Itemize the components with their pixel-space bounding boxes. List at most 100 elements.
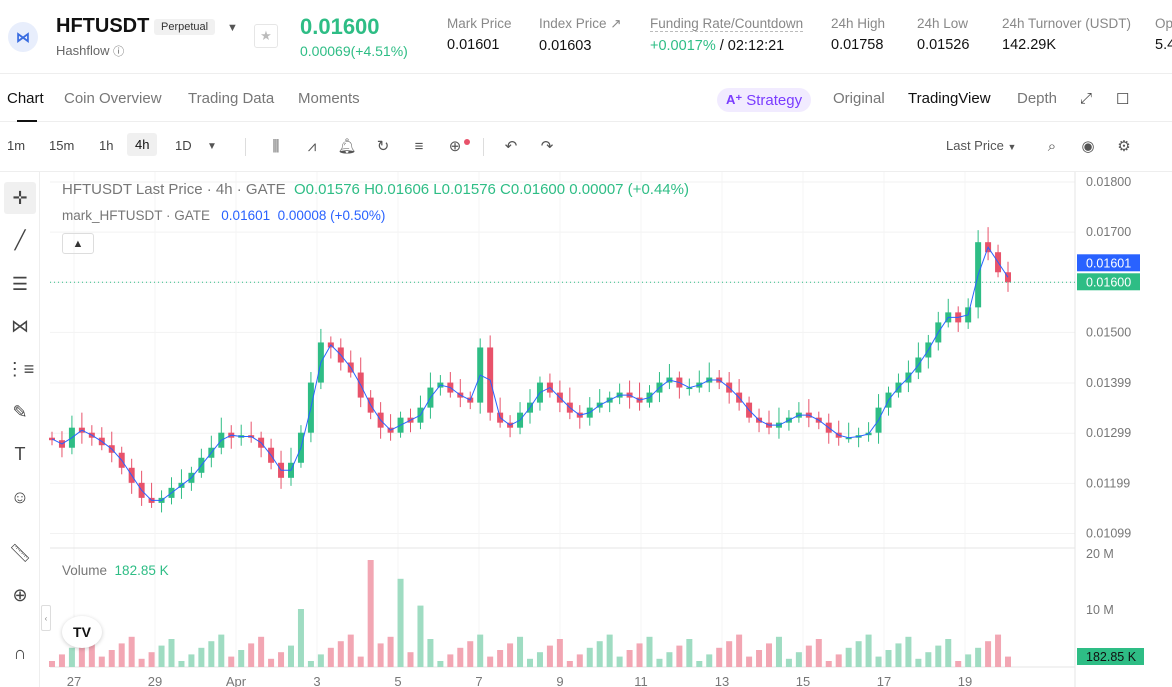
tab-depth[interactable]: Depth [1017,90,1058,107]
tradingview-logo-icon[interactable]: TV [62,616,102,648]
pattern-icon[interactable]: ⋈ [11,315,29,336]
volume-bar [337,641,344,667]
time-axis-label: 29 [148,674,162,687]
fullscreen-icon[interactable]: ⤢ [1080,90,1093,107]
ruler-icon[interactable]: 📏︎ [8,542,32,563]
candle-body [208,447,215,458]
candle-body [268,447,275,463]
candle-body [835,432,842,438]
alert-icon[interactable]: 🔔︎ [337,138,357,155]
search-icon[interactable]: ⌕ [1047,137,1057,155]
emoji-icon[interactable]: ☺ [10,486,30,507]
time-axis-label: Apr [226,674,247,687]
camera-icon[interactable]: ◉ [1081,138,1095,155]
candle-body [417,407,424,423]
tab-original[interactable]: Original [833,90,885,107]
text-tool-icon[interactable]: T [14,443,26,464]
chart-legend-ohlc: HFTUSDT Last Price · 4h · GATE O0.01576 … [62,181,689,198]
candle-body [955,312,962,323]
volume-bar [447,654,454,667]
volume-bar [317,654,324,667]
horizontal-lines-icon[interactable]: ☰ [11,273,29,294]
star-favorite-icon[interactable]: ★ [254,24,278,48]
candle-body [88,432,95,438]
tab-tradingview[interactable]: TradingView [908,90,991,107]
candle-body [726,382,733,393]
volume-bar [1005,656,1011,667]
volume-bar [407,652,414,667]
candle-body [855,435,862,438]
interval-1h[interactable]: 1h [99,138,114,153]
stat-mark-price: Mark Price 0.01601 [447,16,512,53]
templates-icon[interactable]: ≡ [414,137,424,155]
zoom-in-icon[interactable]: ⊕ [12,584,28,605]
candle-body [248,435,255,438]
time-axis-label: 19 [958,674,972,687]
time-axis-label: 3 [313,674,320,687]
price-axis-label: 0.01700 [1086,225,1131,239]
stat-24h-low: 24h Low 0.01526 [917,16,970,53]
add-icon[interactable]: ⊕ [448,138,462,155]
tab-chart[interactable]: Chart [7,90,44,107]
candle-body [307,382,314,433]
fib-levels-icon[interactable]: ⋮≡ [5,358,35,379]
volume-bar [606,634,613,667]
replay-icon[interactable]: ↻ [376,138,390,155]
volume-bar [835,654,842,667]
tab-coin-overview[interactable]: Coin Overview [64,90,162,107]
volume-bar [546,645,553,667]
trend-line-icon[interactable]: ╱ [14,229,26,250]
candle-body [766,422,772,428]
candle-type-icon[interactable]: ⫼ [272,137,280,155]
brush-icon[interactable]: ✎ [12,401,28,422]
magnet-icon[interactable]: ∩ [13,642,27,663]
sidebar-toggle-icon[interactable]: ‹ [41,605,51,631]
candle-body [258,437,265,448]
interval-1m[interactable]: 1m [7,138,26,153]
window-icon[interactable]: ☐ [1116,91,1130,108]
candle-body [168,487,175,498]
candle-body [158,497,165,503]
collapse-legend-button[interactable]: ▲ [62,233,94,254]
volume-bar [258,636,265,667]
strategy-button[interactable]: A⁺ Strategy [717,88,812,112]
symbol-title[interactable]: HFTUSDT [56,15,150,37]
candle-body [805,412,812,418]
candle-body [576,412,583,418]
candle-body [78,427,85,433]
volume-bar [875,656,882,667]
interval-15m[interactable]: 15m [49,138,75,153]
candle-body [606,397,613,403]
candle-body [317,342,324,383]
tab-trading-data[interactable]: Trading Data [188,90,275,107]
candle-body [915,357,922,373]
candle-body [825,422,832,433]
drawing-tools-sidebar: ✛ ╱ ☰ ⋈ ⋮≡ ✎ T ☺ 📏︎ ⊕ ∩ [0,172,40,687]
interval-dropdown-icon[interactable]: ▼ [207,140,217,152]
volume-bar [238,650,245,667]
volume-bar [457,647,464,667]
price-type-select[interactable]: Last Price ▼ [946,138,1017,153]
volume-bar [507,643,514,667]
candle-body [178,482,185,488]
undo-icon[interactable]: ↶ [504,138,518,155]
crosshair-icon[interactable]: ✛ [4,182,36,214]
volume-bar [646,636,653,667]
candle-body [98,437,105,446]
redo-icon[interactable]: ↷ [540,138,554,155]
candle-body [487,347,494,413]
caret-down-icon[interactable]: ▼ [227,22,238,34]
tab-moments[interactable]: Moments [298,90,360,107]
settings-gear-icon[interactable]: ⚙ [1117,138,1131,155]
stat-index-price[interactable]: Index Price ↗ 0.01603 [539,16,622,54]
volume-bar [666,652,673,667]
volume-bar [746,656,753,667]
candle-body [795,412,802,418]
candle-body [228,432,235,438]
indicators-icon[interactable]: ⩘ [307,137,317,155]
volume-bar [855,641,862,667]
interval-4h[interactable]: 4h [127,133,158,156]
interval-1d[interactable]: 1D [175,138,192,153]
candle-body [397,417,404,433]
info-icon[interactable]: ⓘ [113,46,125,58]
